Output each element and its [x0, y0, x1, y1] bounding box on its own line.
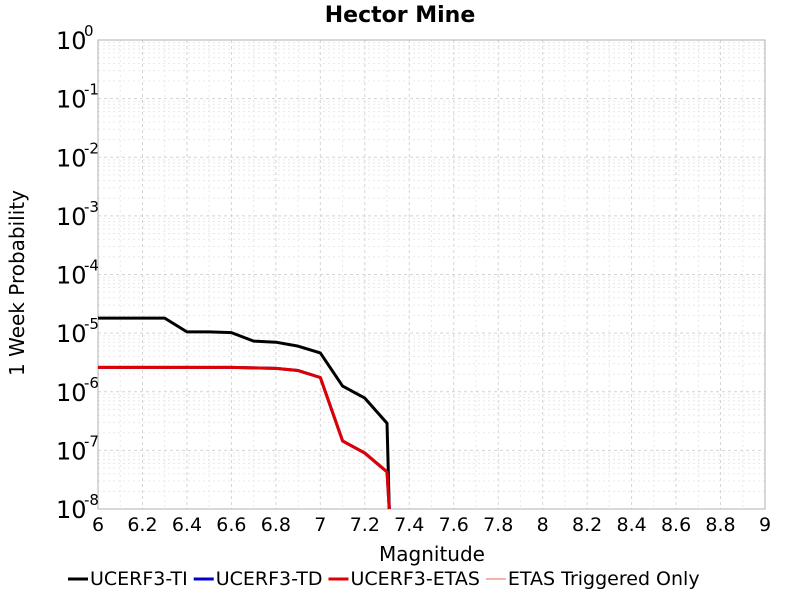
x-tick-label: 7.6 [439, 514, 469, 536]
legend-label: UCERF3-TD [216, 568, 323, 590]
x-tick-label: 6.6 [216, 514, 246, 536]
legend-item: UCERF3-TI [68, 568, 188, 590]
x-tick-label: 8.8 [705, 514, 735, 536]
chart-title: Hector Mine [325, 3, 476, 28]
y-tick-label: 10-4 [56, 257, 99, 290]
x-tick-label: 6.4 [172, 514, 202, 536]
y-tick-base: 10 [56, 27, 87, 55]
legend-item: UCERF3-ETAS [328, 568, 480, 590]
y-tick-label: 100 [56, 22, 94, 55]
y-tick-exponent: -4 [84, 257, 99, 275]
y-tick-exponent: -2 [84, 139, 99, 157]
x-tick-label: 7.8 [483, 514, 513, 536]
x-tick-label: 8.4 [616, 514, 646, 536]
grid [97, 39, 766, 510]
x-tick-labels: 6 6.2 6.4 6.6 6.8 7 7.2 7.4 7.6 7.8 8 8.2 8.4 8.6 8.8 9 [92, 514, 771, 536]
y-tick-exponent: 0 [84, 22, 94, 40]
y-tick-exponent: -8 [84, 491, 99, 509]
y-tick-exponent: -3 [84, 198, 99, 216]
x-tick-label: 9 [759, 514, 771, 536]
y-tick-base: 10 [56, 379, 87, 407]
x-tick-label: 7.4 [394, 514, 424, 536]
x-tick-label: 8.6 [661, 514, 691, 536]
x-tick-label: 8.2 [572, 514, 602, 536]
y-tick-label: 10-6 [56, 374, 99, 407]
y-tick-label: 10-2 [56, 139, 99, 172]
y-tick-exponent: -7 [84, 432, 99, 450]
plot-area [97, 39, 766, 510]
y-tick-exponent: -5 [84, 315, 99, 333]
legend-label: UCERF3-TI [90, 568, 188, 590]
series-layer [98, 316, 391, 510]
y-tick-base: 10 [56, 86, 87, 114]
legend-item: ETAS Triggered Only [485, 568, 700, 590]
legend-item: UCERF3-TD [193, 568, 323, 590]
y-tick-base: 10 [56, 262, 87, 290]
y-tick-label: 10-7 [56, 432, 99, 465]
legend-label: ETAS Triggered Only [508, 568, 700, 590]
y-tick-label: 10-8 [56, 491, 99, 524]
y-axis-label: 1 Week Probability [5, 190, 29, 376]
x-axis-label: Magnitude [379, 542, 485, 566]
y-tick-base: 10 [56, 144, 87, 172]
y-tick-label: 10-1 [56, 81, 99, 114]
y-tick-label: 10-3 [56, 198, 99, 231]
y-tick-base: 10 [56, 437, 87, 465]
series-line-ucerf3-etas [98, 365, 391, 510]
legend: UCERF3-TI UCERF3-TD UCERF3-ETAS ETAS Trigge… [68, 568, 700, 590]
x-tick-label: 6.2 [127, 514, 157, 536]
y-tick-base: 10 [56, 496, 87, 524]
x-tick-label: 7.2 [350, 514, 380, 536]
x-tick-label: 7 [314, 514, 326, 536]
y-tick-exponent: -1 [84, 81, 99, 99]
y-tick-label: 10-5 [56, 315, 99, 348]
y-tick-base: 10 [56, 203, 87, 231]
series-line-ucerf3-ti [98, 316, 391, 510]
y-tick-base: 10 [56, 320, 87, 348]
x-tick-label: 8 [537, 514, 549, 536]
x-tick-label: 6.8 [261, 514, 291, 536]
y-tick-exponent: -6 [84, 374, 99, 392]
legend-label: UCERF3-ETAS [350, 568, 479, 590]
x-tick-label: 6 [92, 514, 104, 536]
